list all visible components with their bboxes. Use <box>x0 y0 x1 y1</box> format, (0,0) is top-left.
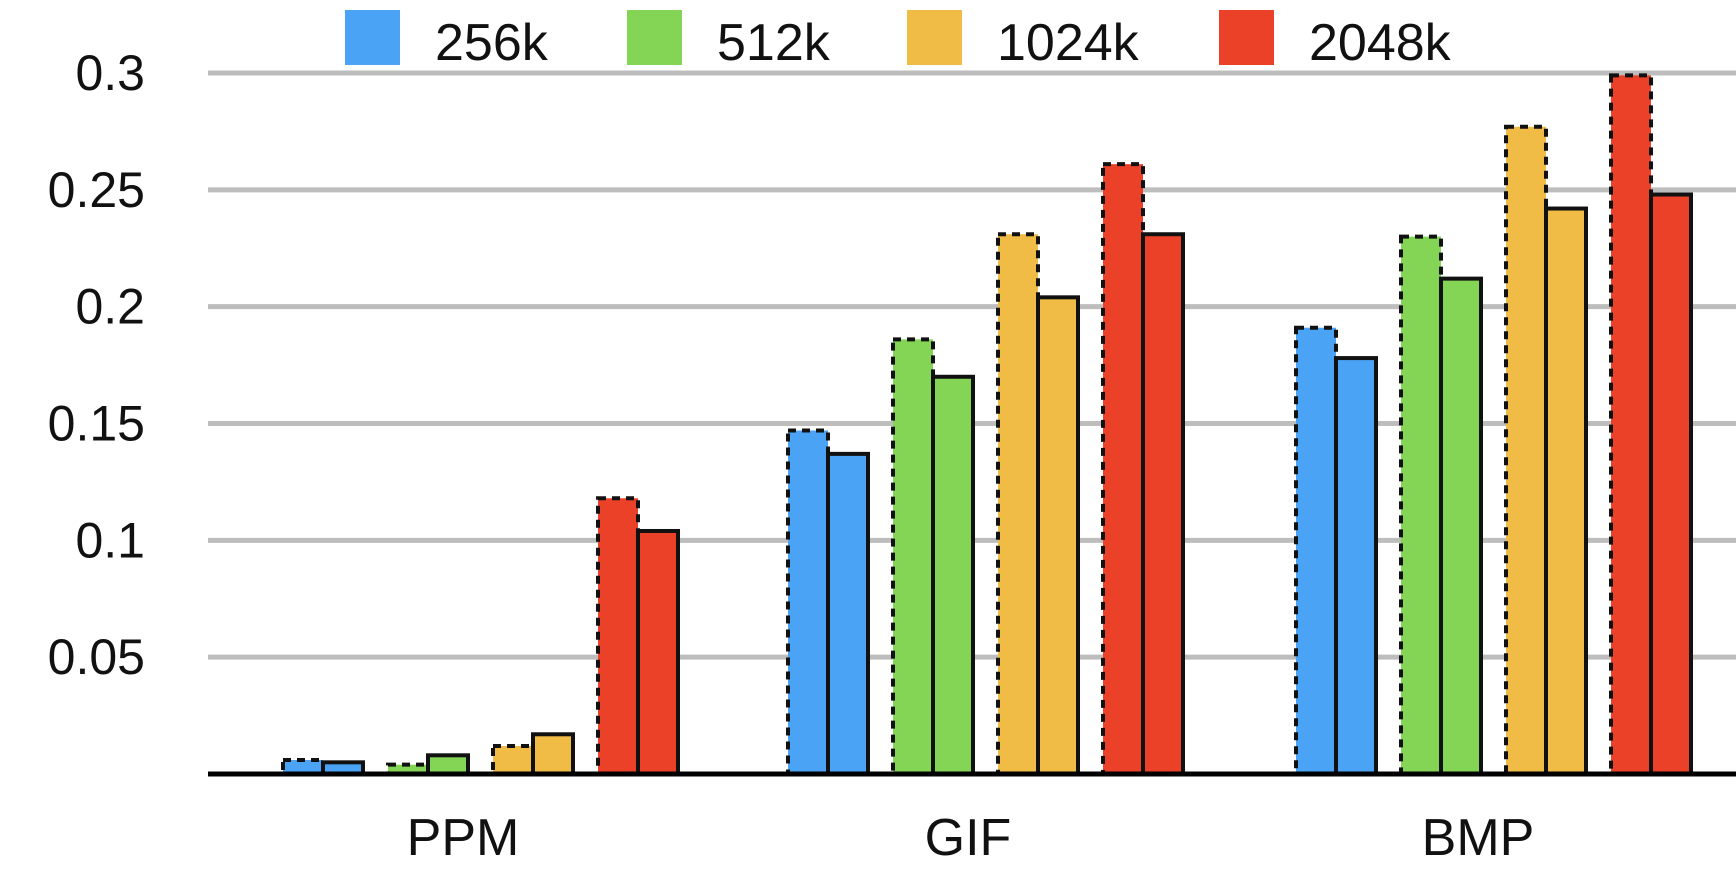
y-axis-ticks: 0.05 0.1 0.15 0.2 0.25 0.3 <box>48 45 145 685</box>
y-tick-label: 0.15 <box>48 396 145 452</box>
bar-512k-BMP-dashed <box>1399 234 1443 777</box>
bar-1024k-GIF-solid <box>1036 295 1080 776</box>
legend-label: 1024k <box>997 14 1140 72</box>
x-category-label: BMP <box>1422 809 1535 864</box>
x-category-label: PPM <box>407 809 520 864</box>
legend-swatch-1024k <box>907 10 962 65</box>
y-tick-label: 0.05 <box>48 629 145 685</box>
legend-label: 256k <box>435 14 549 72</box>
bar-1024k-GIF-dashed <box>996 232 1040 777</box>
bar-1024k-PPM-solid <box>531 732 575 777</box>
bar-1024k-PPM-dashed <box>491 743 535 777</box>
legend-swatch-256k <box>345 10 400 65</box>
y-tick-label: 0.1 <box>75 512 145 568</box>
x-axis-labels: PPM GIF BMP <box>407 809 1535 867</box>
bar-256k-BMP-solid <box>1334 356 1378 776</box>
bar-1024k-BMP-solid <box>1544 206 1588 776</box>
bar-512k-GIF-dashed <box>891 337 935 776</box>
bar-2048k-BMP-dashed <box>1609 73 1653 776</box>
legend: 256k 512k 1024k 2048k <box>345 10 1452 72</box>
legend-label: 2048k <box>1309 14 1452 72</box>
bar-256k-BMP-dashed <box>1294 325 1338 776</box>
legend-swatch-2048k <box>1219 10 1274 65</box>
y-tick-label: 0.2 <box>75 279 145 335</box>
bar-2048k-PPM-dashed <box>596 496 640 776</box>
y-tick-label: 0.3 <box>75 45 145 101</box>
bar-512k-BMP-solid <box>1439 276 1483 776</box>
bar-512k-PPM-solid <box>426 753 470 776</box>
bar-256k-GIF-dashed <box>786 428 830 776</box>
bar-2048k-BMP-solid <box>1649 192 1693 777</box>
legend-label: 512k <box>717 14 831 72</box>
bar-2048k-GIF-solid <box>1141 232 1185 777</box>
y-tick-label: 0.25 <box>48 162 145 218</box>
x-category-label: GIF <box>925 809 1012 864</box>
bar-2048k-PPM-solid <box>636 528 680 777</box>
bar-1024k-BMP-dashed <box>1504 124 1548 776</box>
bar-512k-GIF-solid <box>931 374 975 776</box>
bar-256k-GIF-solid <box>826 451 870 776</box>
bar-2048k-GIF-dashed <box>1101 162 1145 776</box>
legend-swatch-512k <box>627 10 682 65</box>
